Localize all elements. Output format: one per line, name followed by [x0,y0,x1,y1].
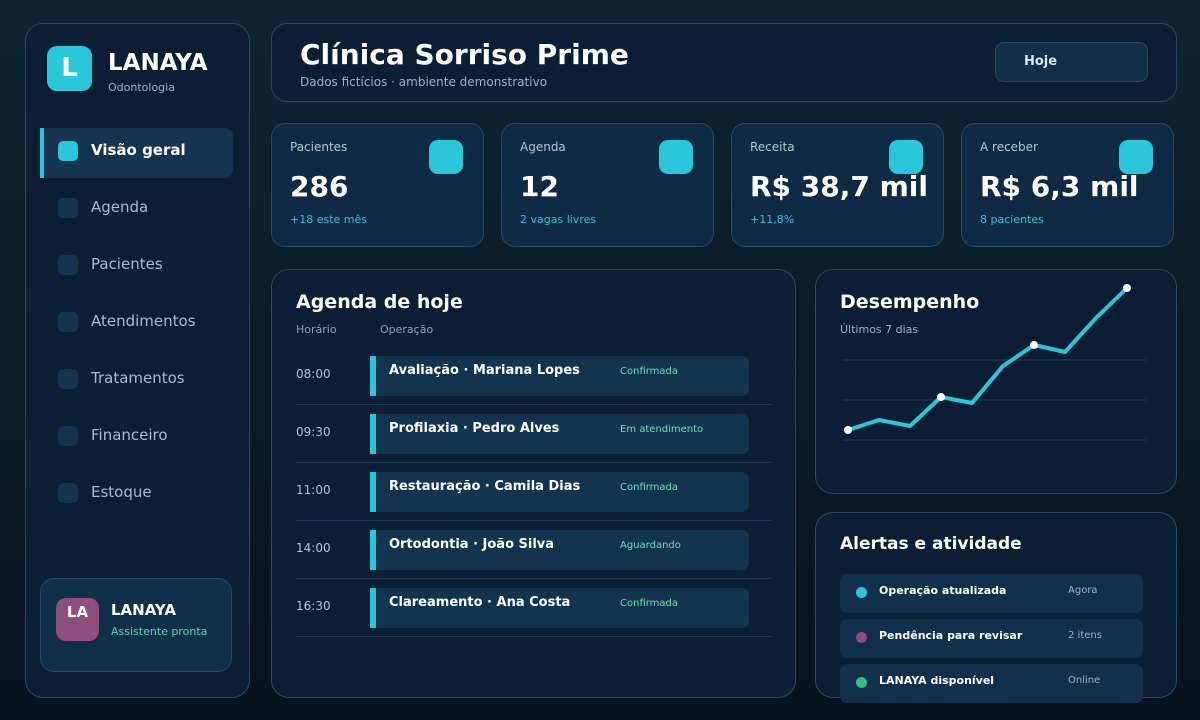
kpi-icon [889,140,923,174]
kpi-value: R$ 6,3 mil [980,170,1139,203]
alert-item[interactable] [840,574,1143,613]
row-box[interactable] [370,414,749,454]
nav-item[interactable]: Tratamentos [91,369,185,387]
kpi-label: Agenda [520,140,566,154]
col-time: Horário [296,323,337,336]
row-time: 09:30 [296,425,331,439]
alert-dot [856,632,867,643]
logo: L [47,46,92,91]
nav-item[interactable]: Atendimentos [91,312,196,330]
row-bar [370,588,376,628]
row-status: Aguardando [620,540,681,551]
alert-meta: Online [1068,675,1101,686]
kpi-label: Pacientes [290,140,348,154]
nav-icon [58,198,78,218]
alerts-title: Alertas e atividade [840,534,1022,554]
title: Clínica Sorriso Prime [300,38,629,71]
assistant-status: Assistente pronta [111,625,208,638]
header [271,23,1177,102]
row-divider [296,578,771,579]
row-time: 16:30 [296,599,331,613]
row-divider [296,636,771,637]
performance-title: Desempenho [840,291,980,313]
kpi-icon [429,140,463,174]
kpi-note: 2 vagas livres [520,213,597,226]
nav-item[interactable]: Pacientes [91,255,163,273]
kpi-value: 286 [290,170,349,203]
alert-item[interactable] [840,619,1143,658]
row-divider [296,462,771,463]
kpi-note: +18 este mês [290,213,367,226]
nav-item[interactable]: Estoque [91,483,152,501]
nav-icon [58,483,78,503]
alert-item[interactable] [840,664,1143,703]
nav-icon [58,312,78,332]
row-bar [370,414,376,454]
alert-label: Pendência para revisar [879,629,1023,642]
row-status: Em atendimento [620,424,704,435]
brand-subtitle: Odontologia [108,81,175,94]
kpi-note: +11,8% [750,213,795,226]
row-status: Confirmada [620,598,679,609]
nav-icon [58,369,78,389]
nav-bar [40,128,44,178]
kpi-icon [1119,140,1153,174]
agenda-title: Agenda de hoje [296,291,463,313]
alert-label: Operação atualizada [879,584,1007,597]
nav-item[interactable]: Agenda [91,198,149,216]
nav-icon [58,141,78,161]
kpi-note: 8 pacientes [980,213,1044,226]
kpi-icon [659,140,693,174]
assistant-name: LANAYA [111,601,176,619]
nav-item[interactable]: Visão geral [91,141,186,159]
nav-icon [58,426,78,446]
row-time: 08:00 [296,367,331,381]
row-name: Profilaxia · Pedro Alves [389,421,560,436]
today-button [995,42,1148,82]
row-divider [296,404,771,405]
row-name: Avaliação · Mariana Lopes [389,363,580,378]
row-status: Confirmada [620,482,679,493]
nav-icon [58,255,78,275]
row-status: Confirmada [620,366,679,377]
performance-subtitle: Últimos 7 dias [840,323,919,336]
row-time: 11:00 [296,483,331,497]
row-bar [370,472,376,512]
row-box[interactable] [370,356,749,396]
row-bar [370,530,376,570]
row-box[interactable] [370,472,749,512]
kpi-value: 12 [520,170,559,203]
alert-meta: 2 itens [1068,630,1102,641]
kpi-label: A receber [980,140,1038,154]
brand-name: LANAYA [108,50,208,76]
nav-item[interactable]: Financeiro [91,426,168,444]
row-name: Restauração · Camila Dias [389,479,581,494]
row-box[interactable] [370,588,749,628]
row-name: Ortodontia · João Silva [389,537,555,552]
subtitle: Dados fictícios · ambiente demonstrativo [300,75,548,89]
today-label[interactable]: Hoje [1024,54,1058,69]
row-name: Clareamento · Ana Costa [389,595,571,610]
row-time: 14:00 [296,541,331,555]
row-bar [370,356,376,396]
row-divider [296,520,771,521]
row-box[interactable] [370,530,749,570]
alert-meta: Agora [1068,585,1098,596]
alert-dot [856,677,867,688]
kpi-value: R$ 38,7 mil [750,170,928,203]
alert-label: LANAYA disponível [879,674,995,687]
avatar: LA [56,598,99,641]
alert-dot [856,587,867,598]
kpi-label: Receita [750,140,795,154]
col-op: Operação [380,323,434,336]
